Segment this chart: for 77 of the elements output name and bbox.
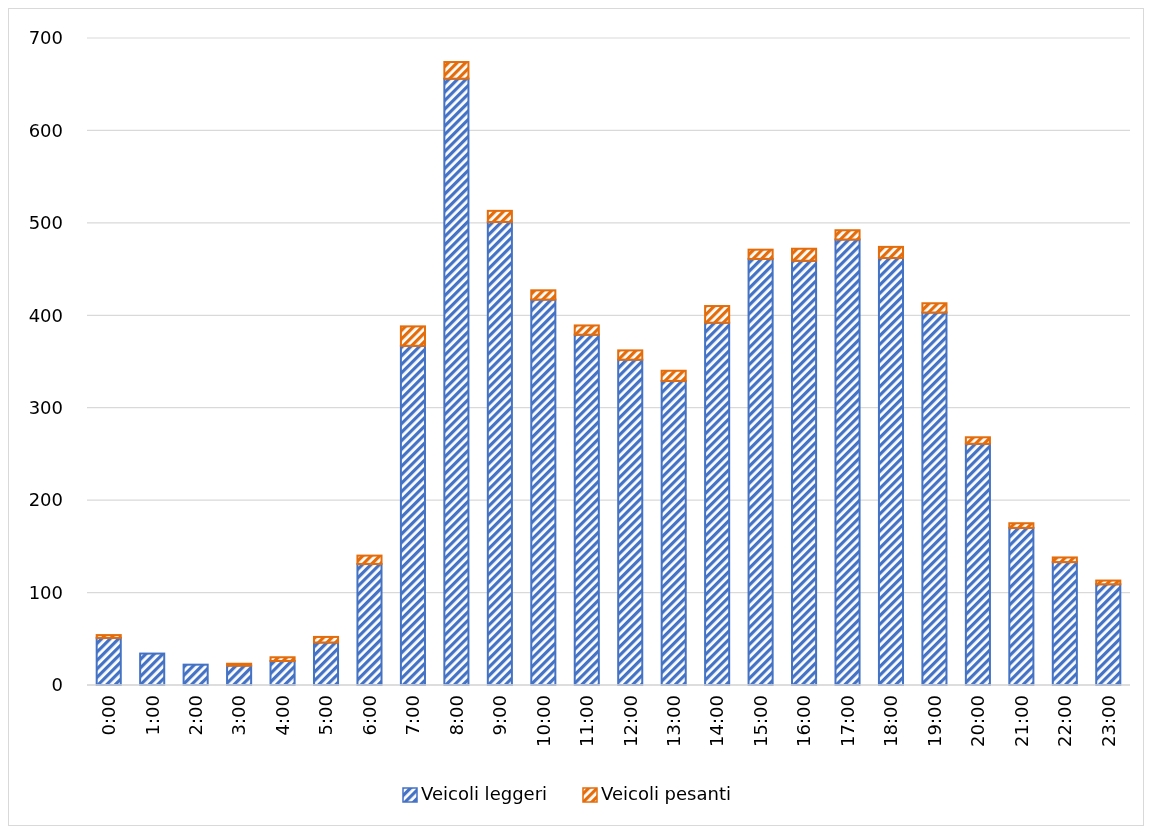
y-tick-label: 0 bbox=[51, 674, 63, 696]
bar bbox=[834, 229, 861, 241]
legend-label: Veicoli leggeri bbox=[421, 783, 548, 804]
bar bbox=[747, 257, 774, 686]
bar bbox=[573, 333, 600, 686]
x-tick-label: 6:00 bbox=[358, 695, 380, 736]
x-tick-label: 8:00 bbox=[445, 695, 467, 736]
x-tick-label: 12:00 bbox=[619, 695, 641, 747]
bar bbox=[877, 245, 905, 259]
bar bbox=[921, 311, 948, 686]
bar bbox=[573, 324, 600, 336]
x-tick-label: 14:00 bbox=[706, 695, 728, 747]
bar bbox=[269, 656, 296, 662]
bar bbox=[791, 259, 818, 686]
x-tick-label: 16:00 bbox=[793, 695, 815, 747]
y-tick-label: 700 bbox=[28, 27, 63, 49]
bar bbox=[399, 325, 426, 347]
y-tick-label: 100 bbox=[28, 581, 63, 603]
bar bbox=[356, 562, 383, 686]
bar bbox=[660, 369, 687, 382]
x-tick-label: 4:00 bbox=[271, 695, 293, 736]
bar bbox=[660, 379, 687, 686]
bar bbox=[791, 247, 818, 262]
y-tick-label: 500 bbox=[28, 212, 63, 234]
x-tick-label: 22:00 bbox=[1054, 695, 1076, 747]
bar bbox=[312, 635, 340, 644]
bar bbox=[834, 238, 861, 686]
bar bbox=[704, 305, 731, 324]
x-tick-label: 10:00 bbox=[532, 695, 554, 747]
bar bbox=[443, 77, 470, 686]
bar bbox=[1051, 561, 1078, 686]
x-tick-label: 9:00 bbox=[489, 695, 511, 736]
x-tick-label: 2:00 bbox=[184, 695, 206, 736]
x-tick-label: 23:00 bbox=[1097, 695, 1119, 747]
bar bbox=[964, 436, 991, 445]
bar bbox=[486, 209, 513, 223]
y-tick-label: 600 bbox=[28, 119, 63, 141]
x-tick-label: 5:00 bbox=[315, 695, 337, 736]
bar bbox=[921, 302, 948, 314]
bar bbox=[182, 663, 209, 686]
bar bbox=[1008, 526, 1035, 686]
bar bbox=[486, 220, 513, 686]
x-tick-label: 20:00 bbox=[967, 695, 989, 747]
x-tick-label: 7:00 bbox=[402, 695, 424, 736]
x-tick-label: 1:00 bbox=[141, 695, 163, 736]
bar bbox=[617, 349, 644, 361]
x-tick-label: 3:00 bbox=[228, 695, 250, 736]
bar bbox=[704, 321, 731, 686]
bar bbox=[1008, 522, 1035, 529]
bar bbox=[95, 634, 122, 639]
x-tick-label: 18:00 bbox=[880, 695, 902, 747]
bar bbox=[1051, 556, 1078, 564]
x-tick-label: 21:00 bbox=[1010, 695, 1032, 747]
y-tick-label: 200 bbox=[28, 489, 63, 511]
bar bbox=[399, 344, 426, 686]
bar bbox=[139, 652, 166, 686]
x-tick-label: 15:00 bbox=[749, 695, 771, 747]
bar bbox=[530, 289, 557, 301]
bar bbox=[747, 248, 774, 260]
bar bbox=[95, 636, 122, 686]
bar bbox=[530, 298, 557, 686]
y-tick-label: 300 bbox=[28, 397, 63, 419]
y-tick-label: 400 bbox=[28, 304, 63, 326]
x-tick-label: 19:00 bbox=[923, 695, 945, 747]
bar bbox=[877, 256, 905, 686]
bar bbox=[1095, 579, 1122, 586]
x-tick-label: 0:00 bbox=[98, 695, 120, 736]
x-tick-label: 13:00 bbox=[662, 695, 684, 747]
x-tick-label: 17:00 bbox=[836, 695, 858, 747]
bar bbox=[617, 358, 644, 686]
x-tick-label: 11:00 bbox=[576, 695, 598, 747]
bar bbox=[964, 442, 991, 686]
bar bbox=[443, 61, 470, 80]
bar bbox=[312, 641, 340, 686]
bar bbox=[356, 554, 383, 565]
legend-label: Veicoli pesanti bbox=[601, 783, 731, 804]
bar bbox=[1095, 583, 1122, 686]
